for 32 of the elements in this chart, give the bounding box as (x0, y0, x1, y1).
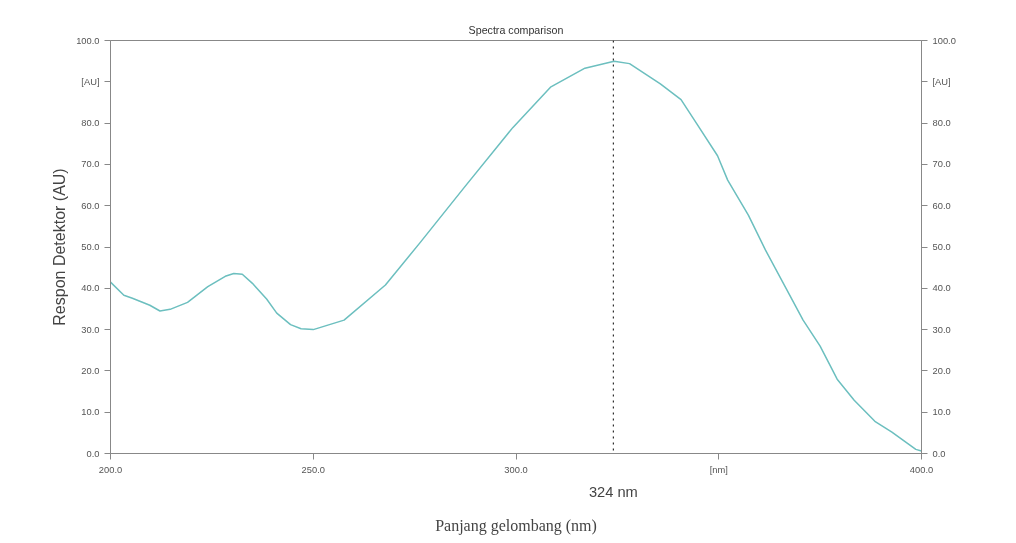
y-tick-label: [AU] (81, 76, 100, 87)
y2-tick-label: 70.0 (932, 159, 951, 170)
y-tick-label: 20.0 (81, 365, 100, 376)
chart-title: Spectra comparison (468, 23, 564, 36)
ref-line-label: 324 nm (588, 483, 638, 500)
y-tick-label: 40.0 (81, 283, 100, 294)
y2-tick-label: 50.0 (932, 242, 951, 252)
x-tick-label: 400.0 (909, 464, 934, 475)
y2-tick-label: 60.0 (932, 200, 951, 211)
y-tick-label: 100.0 (76, 35, 100, 46)
x-tick-label: 300.0 (504, 464, 528, 475)
y-tick-label: 0.0 (86, 448, 100, 459)
y2-tick-label: [AU] (932, 76, 951, 87)
x-tick-label: 250.0 (301, 464, 325, 475)
x-tick-label: 200.0 (98, 464, 123, 475)
y-tick-label: 70.0 (81, 159, 100, 170)
y-tick-label: 50.0 (81, 242, 100, 252)
y2-tick-label: 10.0 (932, 407, 951, 418)
y2-tick-label: 80.0 (932, 118, 951, 129)
x-tick-label: [nm] (709, 464, 728, 475)
y-tick-label: 60.0 (81, 200, 100, 211)
y2-tick-label: 40.0 (932, 283, 951, 294)
y-axis-title: Respon Detektor (AU) (51, 168, 69, 326)
y-tick-label: 80.0 (81, 118, 100, 129)
y2-tick-label: 20.0 (932, 365, 951, 376)
y-tick-label: 10.0 (81, 407, 100, 418)
y-tick-label: 30.0 (81, 324, 100, 335)
line-series (110, 60, 922, 452)
y2-tick-label: 0.0 (932, 448, 946, 459)
y2-tick-label: 100.0 (932, 35, 956, 46)
y2-tick-label: 30.0 (932, 324, 951, 335)
x-axis-title: Panjang gelombang (nm) (435, 516, 597, 535)
